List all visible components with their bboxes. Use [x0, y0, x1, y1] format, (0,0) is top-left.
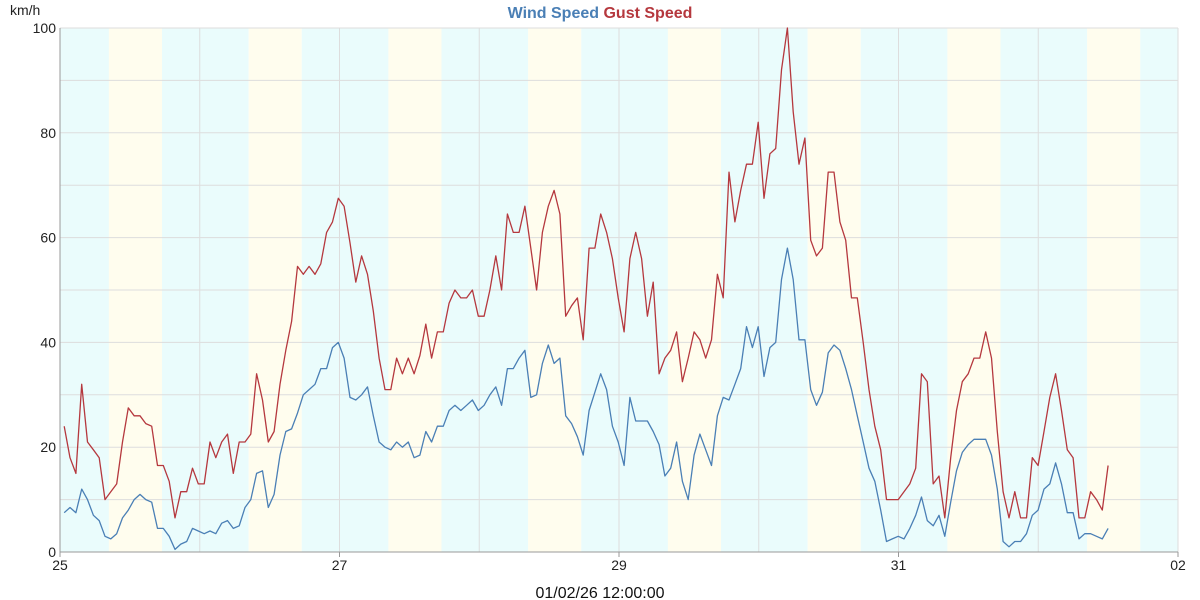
x-tick-label: 27 — [332, 557, 348, 573]
y-tick-label: 60 — [40, 230, 56, 246]
wind-speed-line — [63, 247, 1109, 551]
x-tick-label: 02 — [1170, 557, 1186, 573]
legend-gust-speed: Gust Speed — [603, 5, 692, 22]
y-tick-label: 80 — [40, 125, 56, 141]
legend-wind-speed: Wind Speed — [508, 5, 599, 22]
grid-lines — [59, 27, 1179, 553]
y-tick-label: 40 — [40, 334, 56, 350]
axes: 0 20 40 60 80 100 25 27 29 31 02 — [33, 20, 1186, 573]
y-tick-label: 100 — [33, 20, 57, 36]
y-axis-unit-label: km/h — [10, 2, 40, 18]
chart-footer-timestamp: 01/02/26 12:00:00 — [535, 585, 664, 600]
x-tick-label: 31 — [891, 557, 907, 573]
series-lines — [63, 27, 1109, 551]
x-tick-label: 29 — [611, 557, 627, 573]
y-tick-label: 20 — [40, 439, 56, 455]
gust-speed-line — [63, 27, 1109, 519]
y-tick-label: 0 — [48, 544, 56, 560]
legend: Wind Speed Gust Speed — [508, 5, 693, 22]
x-tick-label: 25 — [52, 557, 68, 573]
